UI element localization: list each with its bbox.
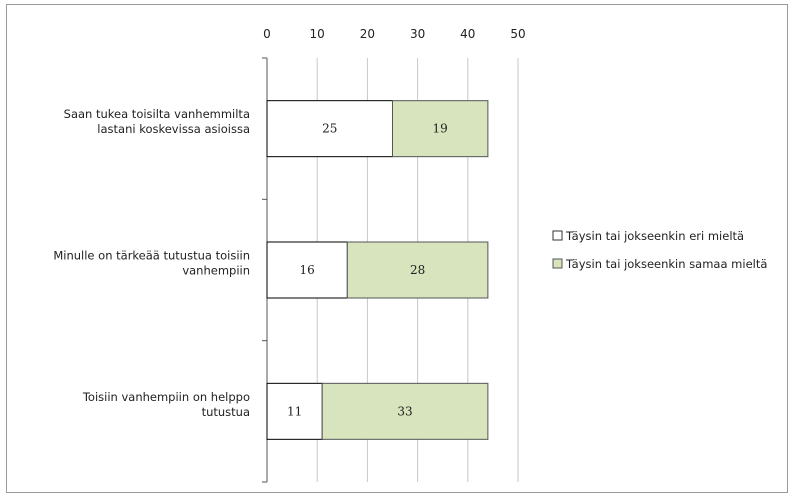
bar-segment xyxy=(321,382,489,440)
data-label: 33 xyxy=(397,404,412,418)
x-tick-label: 40 xyxy=(460,27,475,41)
category-label: Saan tukea toisilta vanhemmilta xyxy=(64,107,250,121)
bar-segment xyxy=(266,382,323,440)
legend-label: Täysin tai jokseenkin eri mieltä xyxy=(565,229,744,243)
legend-swatch xyxy=(552,258,563,269)
x-tick-label: 0 xyxy=(263,27,271,41)
x-tick-label: 20 xyxy=(360,27,375,41)
bar-segment xyxy=(266,241,348,299)
data-label: 19 xyxy=(433,122,448,136)
category-label: lastani koskevissa asioissa xyxy=(97,122,250,136)
legend-swatch xyxy=(552,230,563,241)
bar-segment xyxy=(266,100,393,158)
category-label: Toisiin vanhempiin on helppo xyxy=(82,390,250,404)
data-label: 16 xyxy=(300,263,315,277)
data-label: 28 xyxy=(410,263,425,277)
legend-label: Täysin tai jokseenkin samaa mieltä xyxy=(565,257,767,271)
x-tick-label: 10 xyxy=(310,27,325,41)
x-tick-label: 30 xyxy=(410,27,425,41)
x-tick-label: 50 xyxy=(510,27,525,41)
bar-segment xyxy=(346,241,489,299)
category-label: vanhempiin xyxy=(182,264,250,278)
data-label: 25 xyxy=(322,122,337,136)
category-label: tutustua xyxy=(202,405,250,419)
data-label: 11 xyxy=(287,404,302,418)
bar-segment xyxy=(392,100,489,158)
category-label: Minulle on tärkeää tutustua toisiin xyxy=(53,249,250,263)
